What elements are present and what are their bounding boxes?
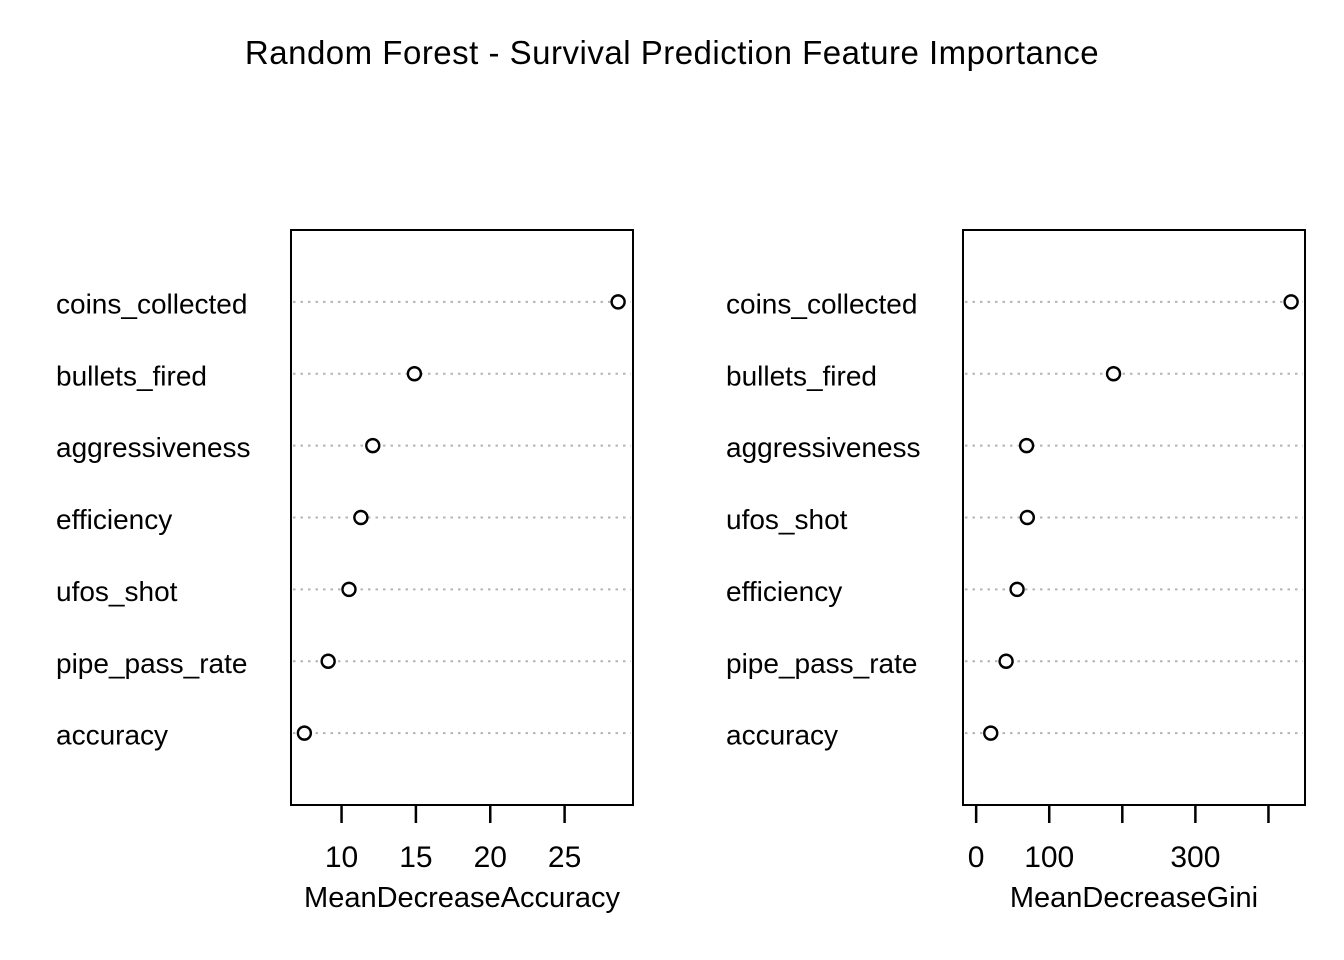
- y-axis-label-pipe_pass_rate: pipe_pass_rate: [56, 648, 247, 679]
- data-point-ufos_shot: [341, 581, 357, 598]
- chart-panels: 10 15 20 25 MeanDecreaseAccuracy coins_collec…: [56, 229, 1306, 914]
- x-axis-tick-label: 300: [1170, 841, 1220, 874]
- x-axis-tick-label: 25: [548, 841, 581, 874]
- data-point-bullets_fired: [1105, 366, 1122, 382]
- chart-title: Random Forest - Survival Prediction Feat…: [245, 34, 1099, 71]
- x-axis-title-left: MeanDecreaseAccuracy: [304, 882, 620, 914]
- x-axis-tick-label: 15: [399, 841, 432, 874]
- y-axis-label-ufos_shot: ufos_shot: [56, 576, 178, 607]
- y-axis-label-pipe_pass_rate: pipe_pass_rate: [726, 648, 917, 679]
- y-axis-label-aggressiveness: aggressiveness: [56, 432, 251, 463]
- data-point-efficiency: [353, 509, 369, 526]
- x-axis-title-right: MeanDecreaseGini: [1010, 882, 1258, 914]
- x-axis-tick-label: 0: [968, 841, 985, 874]
- data-point-accuracy: [983, 725, 999, 741]
- plot-box: [962, 229, 1306, 806]
- y-axis-label-ufos_shot: ufos_shot: [726, 504, 848, 535]
- y-axis-label-accuracy: accuracy: [56, 720, 168, 751]
- panel-left: 10 15 20 25 MeanDecreaseAccuracy coins_collec…: [56, 229, 634, 914]
- data-point-accuracy: [296, 725, 313, 741]
- plot-box: [290, 229, 634, 806]
- y-axis-label-bullets_fired: bullets_fired: [726, 360, 877, 391]
- x-axis-tick-label: 10: [325, 841, 358, 874]
- y-axis-label-efficiency: efficiency: [56, 504, 172, 535]
- y-axis-label-efficiency: efficiency: [726, 576, 842, 607]
- y-axis-label-bullets_fired: bullets_fired: [56, 360, 207, 391]
- data-point-ufos_shot: [1019, 509, 1036, 526]
- data-point-aggressiveness: [1018, 437, 1035, 454]
- data-point-coins_collected: [1283, 294, 1299, 310]
- data-point-aggressiveness: [365, 437, 381, 454]
- y-axis-label-aggressiveness: aggressiveness: [726, 432, 921, 463]
- y-axis-label-coins_collected: coins_collected: [56, 288, 247, 319]
- data-point-pipe_pass_rate: [320, 653, 336, 669]
- x-axis-tick-label: 20: [474, 841, 507, 874]
- y-axis-label-accuracy: accuracy: [726, 720, 838, 751]
- y-axis-label-coins_collected: coins_collected: [726, 288, 917, 319]
- panel-right: 0 100 300 MeanDecreaseGini coins_collectedbu…: [726, 229, 1306, 914]
- data-point-pipe_pass_rate: [998, 653, 1014, 669]
- x-axis-tick-label: 100: [1024, 841, 1074, 874]
- data-point-efficiency: [1009, 581, 1025, 598]
- data-point-bullets_fired: [406, 366, 423, 382]
- data-point-coins_collected: [610, 294, 626, 310]
